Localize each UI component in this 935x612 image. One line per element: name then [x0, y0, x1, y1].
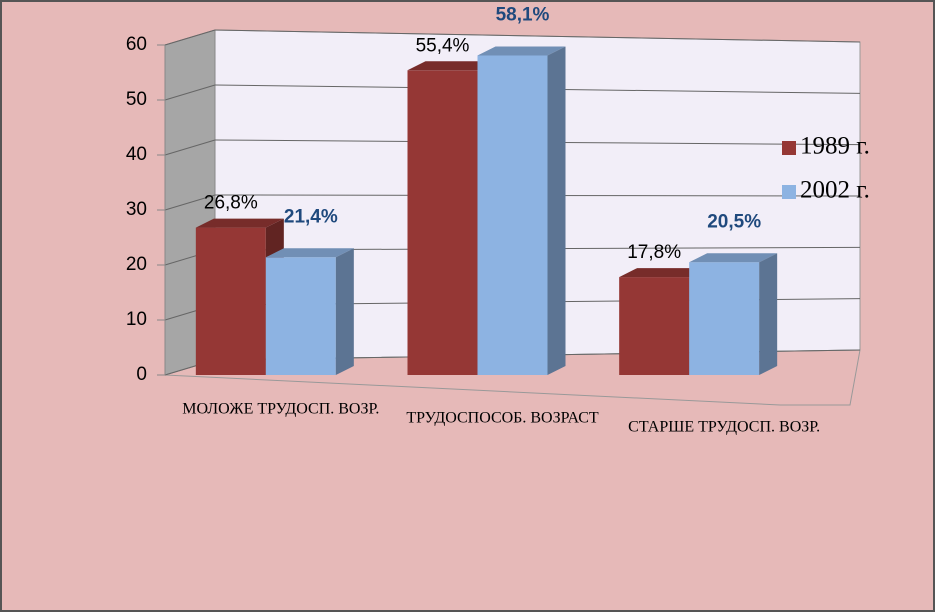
x-tick-label: ТРУДОСПОСОБ. ВОЗРАСТ	[406, 410, 599, 427]
grid-line	[164, 84, 216, 101]
legend-swatch	[782, 185, 796, 199]
bar-top	[619, 268, 708, 278]
bar-top	[477, 46, 566, 56]
value-label: 58,1%	[496, 4, 550, 25]
bar	[477, 55, 548, 375]
y-tick-label: 50	[126, 89, 147, 110]
y-tick-label: 30	[126, 199, 147, 220]
bar-top	[195, 218, 284, 228]
bar	[195, 227, 266, 375]
value-label: 20,5%	[707, 211, 761, 232]
y-tick-label: 10	[126, 309, 147, 330]
value-label: 55,4%	[416, 35, 470, 56]
grid-line	[164, 194, 216, 211]
legend-label: 1989 г.	[800, 133, 870, 160]
value-label: 21,4%	[284, 206, 338, 227]
bar	[689, 262, 760, 375]
y-tick-label: 40	[126, 144, 147, 165]
y-tick-label: 0	[136, 364, 147, 385]
x-tick-label: МОЛОЖЕ ТРУДОСП. ВОЗР.	[182, 401, 379, 418]
grid-line	[164, 29, 216, 46]
bar-top	[407, 61, 496, 71]
grid-line	[164, 139, 216, 156]
bar-side	[547, 46, 566, 375]
bar	[619, 277, 690, 375]
value-label: 26,8%	[204, 193, 258, 214]
grid-line	[214, 29, 861, 43]
y-tick-label: 60	[126, 34, 147, 55]
value-label: 17,8%	[627, 242, 681, 263]
bar	[265, 257, 336, 375]
legend-label: 2002 г.	[800, 177, 870, 204]
x-tick-label: СТАРШЕ ТРУДОСП. ВОЗР.	[628, 419, 820, 436]
bar-side	[335, 248, 354, 375]
bar-side	[759, 253, 778, 375]
y-tick-label: 20	[126, 254, 147, 275]
bar	[407, 70, 478, 376]
bar-top	[265, 248, 354, 258]
legend-swatch	[782, 141, 796, 155]
bar-top	[689, 253, 778, 263]
